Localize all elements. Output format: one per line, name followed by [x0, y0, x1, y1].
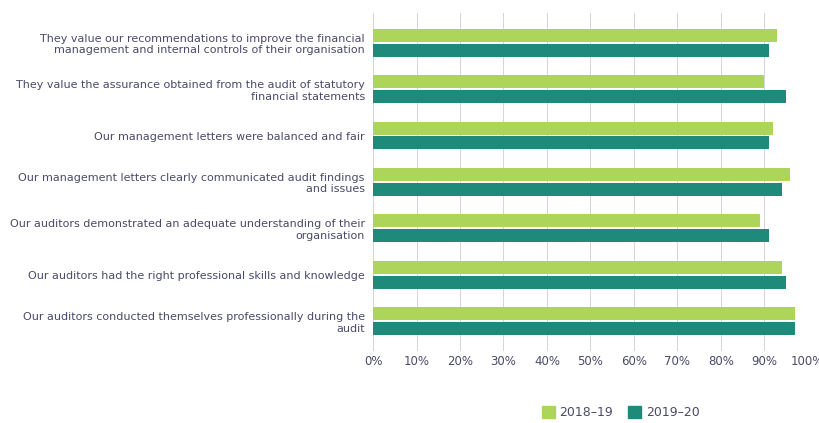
Bar: [373, 275, 785, 288]
Bar: [373, 168, 790, 181]
Bar: [373, 75, 763, 88]
Bar: [373, 183, 781, 196]
Bar: [373, 322, 794, 335]
Legend: 2018–19, 2019–20: 2018–19, 2019–20: [536, 401, 704, 423]
Bar: [373, 90, 785, 103]
Bar: [373, 229, 767, 242]
Bar: [373, 214, 759, 227]
Bar: [373, 44, 767, 57]
Bar: [373, 29, 776, 42]
Bar: [373, 307, 794, 320]
Bar: [373, 137, 767, 149]
Bar: [373, 261, 781, 274]
Bar: [373, 122, 772, 135]
